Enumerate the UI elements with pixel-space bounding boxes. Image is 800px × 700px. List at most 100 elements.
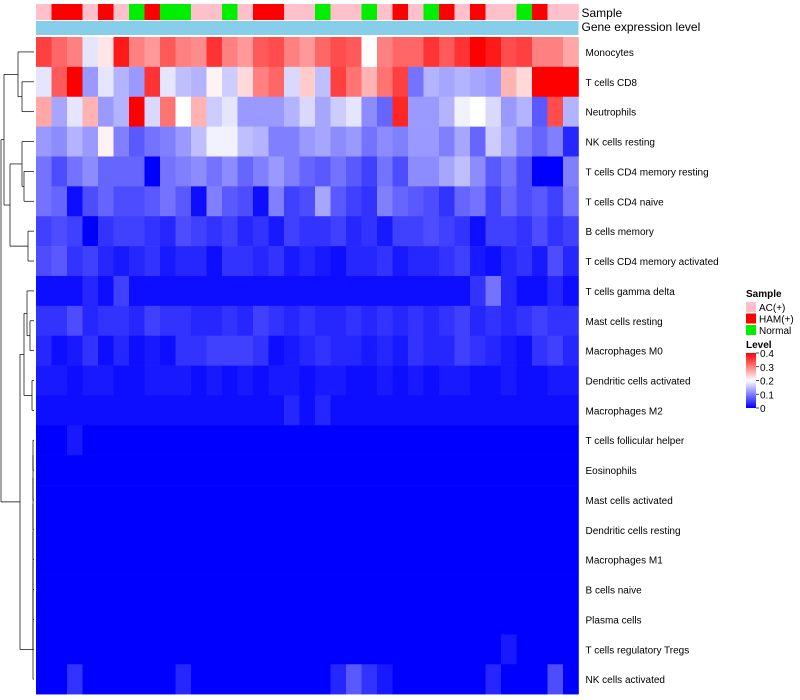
heatmap-cell bbox=[51, 96, 68, 127]
heatmap-cell bbox=[346, 395, 362, 426]
heatmap-cell bbox=[36, 37, 52, 68]
heatmap-cell bbox=[454, 455, 471, 486]
heatmap-cell bbox=[361, 604, 378, 635]
heatmap-cell bbox=[423, 66, 440, 98]
heatmap-cell bbox=[175, 634, 192, 665]
heatmap-cell bbox=[36, 365, 52, 396]
heatmap-cell bbox=[470, 305, 486, 336]
heatmap-cell bbox=[516, 305, 533, 336]
heatmap-cell bbox=[423, 126, 440, 157]
heatmap-cell bbox=[206, 455, 223, 486]
heatmap-cell bbox=[82, 604, 99, 635]
heatmap-cell bbox=[361, 395, 378, 426]
heatmap-cell bbox=[532, 544, 548, 575]
heatmap-cell bbox=[361, 634, 378, 665]
heatmap-cell bbox=[206, 395, 223, 426]
heatmap-cell bbox=[36, 126, 52, 157]
heatmap-cell bbox=[423, 395, 440, 426]
heatmap-cell bbox=[315, 246, 331, 277]
row-label: Macrophages M2 bbox=[586, 406, 664, 417]
heatmap-cell bbox=[175, 455, 192, 486]
row-label: B cells memory bbox=[586, 227, 654, 238]
heatmap-cell bbox=[547, 514, 564, 546]
heatmap-cell bbox=[144, 37, 161, 68]
heatmap-cell bbox=[485, 514, 502, 546]
heatmap-cell bbox=[113, 485, 130, 516]
heatmap-cell bbox=[222, 246, 238, 277]
heatmap-cell bbox=[315, 96, 331, 127]
heatmap-cell bbox=[113, 634, 130, 665]
heatmap-cell bbox=[67, 66, 83, 98]
heatmap-cell bbox=[129, 275, 145, 307]
heatmap-cell bbox=[485, 365, 502, 396]
heatmap-cell bbox=[82, 66, 99, 98]
heatmap-cell bbox=[547, 66, 564, 98]
sample-legend-swatch bbox=[746, 302, 756, 312]
heatmap-cell bbox=[346, 37, 362, 68]
heatmap-cell bbox=[454, 216, 471, 247]
heatmap-cell bbox=[129, 395, 145, 426]
heatmap-cell bbox=[423, 96, 440, 127]
sample-annotation-cell bbox=[160, 4, 176, 20]
heatmap-cell bbox=[253, 186, 269, 217]
heatmap-cell bbox=[206, 126, 223, 157]
heatmap-cell bbox=[423, 186, 440, 217]
heatmap-cell bbox=[439, 216, 455, 247]
heatmap-cell bbox=[377, 96, 393, 127]
heatmap-cell bbox=[516, 634, 533, 665]
sample-annotation-cell bbox=[330, 4, 347, 20]
heatmap-cell bbox=[423, 664, 440, 695]
heatmap-cell bbox=[330, 186, 347, 217]
row-label: Neutrophils bbox=[586, 108, 637, 119]
heatmap-cell bbox=[563, 544, 579, 575]
row-label: T cells CD8 bbox=[586, 78, 638, 89]
heatmap-cell bbox=[237, 664, 254, 695]
heatmap-cell bbox=[330, 126, 347, 157]
heatmap-cell bbox=[423, 514, 440, 546]
heatmap-cell bbox=[516, 126, 533, 157]
heatmap-cell bbox=[315, 425, 331, 456]
heatmap-cell bbox=[315, 156, 331, 187]
heatmap-cell bbox=[160, 186, 176, 217]
heatmap-cell bbox=[206, 514, 223, 546]
heatmap-cell bbox=[346, 634, 362, 665]
heatmap-cell bbox=[284, 664, 300, 695]
heatmap-cell bbox=[408, 365, 424, 396]
heatmap-cell bbox=[315, 66, 331, 98]
heatmap-cell bbox=[82, 485, 99, 516]
heatmap-cell bbox=[67, 216, 83, 247]
heatmap-cell bbox=[563, 335, 579, 366]
heatmap-cell bbox=[175, 365, 192, 396]
heatmap-cell bbox=[408, 485, 424, 516]
heatmap-cell bbox=[454, 664, 471, 695]
row-label: T cells gamma delta bbox=[586, 287, 676, 298]
heatmap-cell bbox=[175, 544, 192, 575]
heatmap-cell bbox=[315, 664, 331, 695]
heatmap-cell bbox=[160, 156, 176, 187]
heatmap-cell bbox=[206, 365, 223, 396]
heatmap-cell bbox=[144, 305, 161, 336]
heatmap-cell bbox=[532, 66, 548, 98]
heatmap-cell bbox=[485, 156, 502, 187]
heatmap-cell bbox=[423, 246, 440, 277]
heatmap-cell bbox=[315, 305, 331, 336]
sample-legend-swatch bbox=[746, 313, 756, 324]
heatmap-cell bbox=[516, 485, 533, 516]
heatmap-cell bbox=[315, 574, 331, 605]
heatmap-cell bbox=[98, 37, 114, 68]
heatmap-cell bbox=[547, 275, 564, 307]
heatmap-cell bbox=[268, 485, 285, 516]
heatmap-cell bbox=[346, 275, 362, 307]
heatmap-cell bbox=[377, 246, 393, 277]
heatmap-cell bbox=[36, 186, 52, 217]
heatmap-cell bbox=[129, 514, 145, 546]
level-legend-title: Level bbox=[746, 340, 772, 351]
heatmap-cell bbox=[377, 275, 393, 307]
heatmap-cell bbox=[408, 395, 424, 426]
heatmap-cell bbox=[82, 455, 99, 486]
heatmap-cell bbox=[191, 246, 207, 277]
heatmap-cell bbox=[206, 335, 223, 366]
heatmap-cell bbox=[129, 66, 145, 98]
heatmap-cell bbox=[206, 634, 223, 665]
heatmap-cell bbox=[175, 66, 192, 98]
